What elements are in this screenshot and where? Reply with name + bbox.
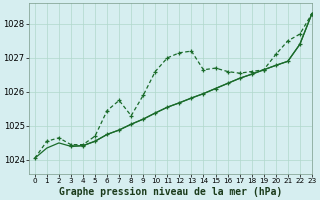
X-axis label: Graphe pression niveau de la mer (hPa): Graphe pression niveau de la mer (hPa) [59,186,282,197]
